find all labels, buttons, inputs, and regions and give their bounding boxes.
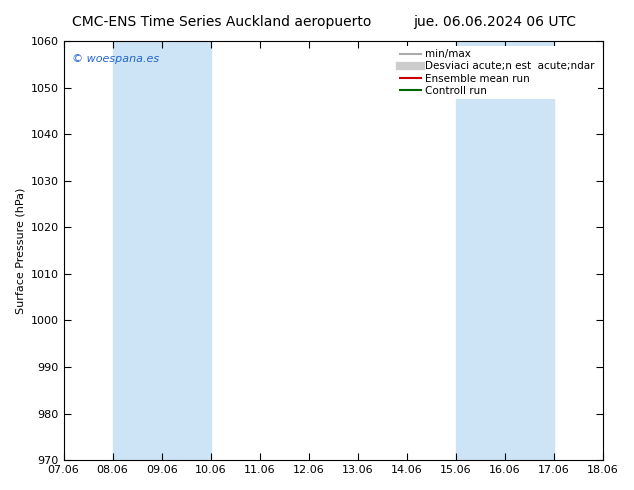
Bar	[456, 41, 554, 460]
Text: jue. 06.06.2024 06 UTC: jue. 06.06.2024 06 UTC	[413, 15, 576, 29]
Bar	[113, 41, 210, 460]
Text: CMC-ENS Time Series Auckland aeropuerto: CMC-ENS Time Series Auckland aeropuerto	[72, 15, 372, 29]
Y-axis label: Surface Pressure (hPa): Surface Pressure (hPa)	[15, 187, 25, 314]
Text: © woespana.es: © woespana.es	[72, 53, 158, 64]
Legend: min/max, Desviaci acute;n est  acute;ndar, Ensemble mean run, Controll run: min/max, Desviaci acute;n est acute;ndar…	[397, 46, 598, 99]
